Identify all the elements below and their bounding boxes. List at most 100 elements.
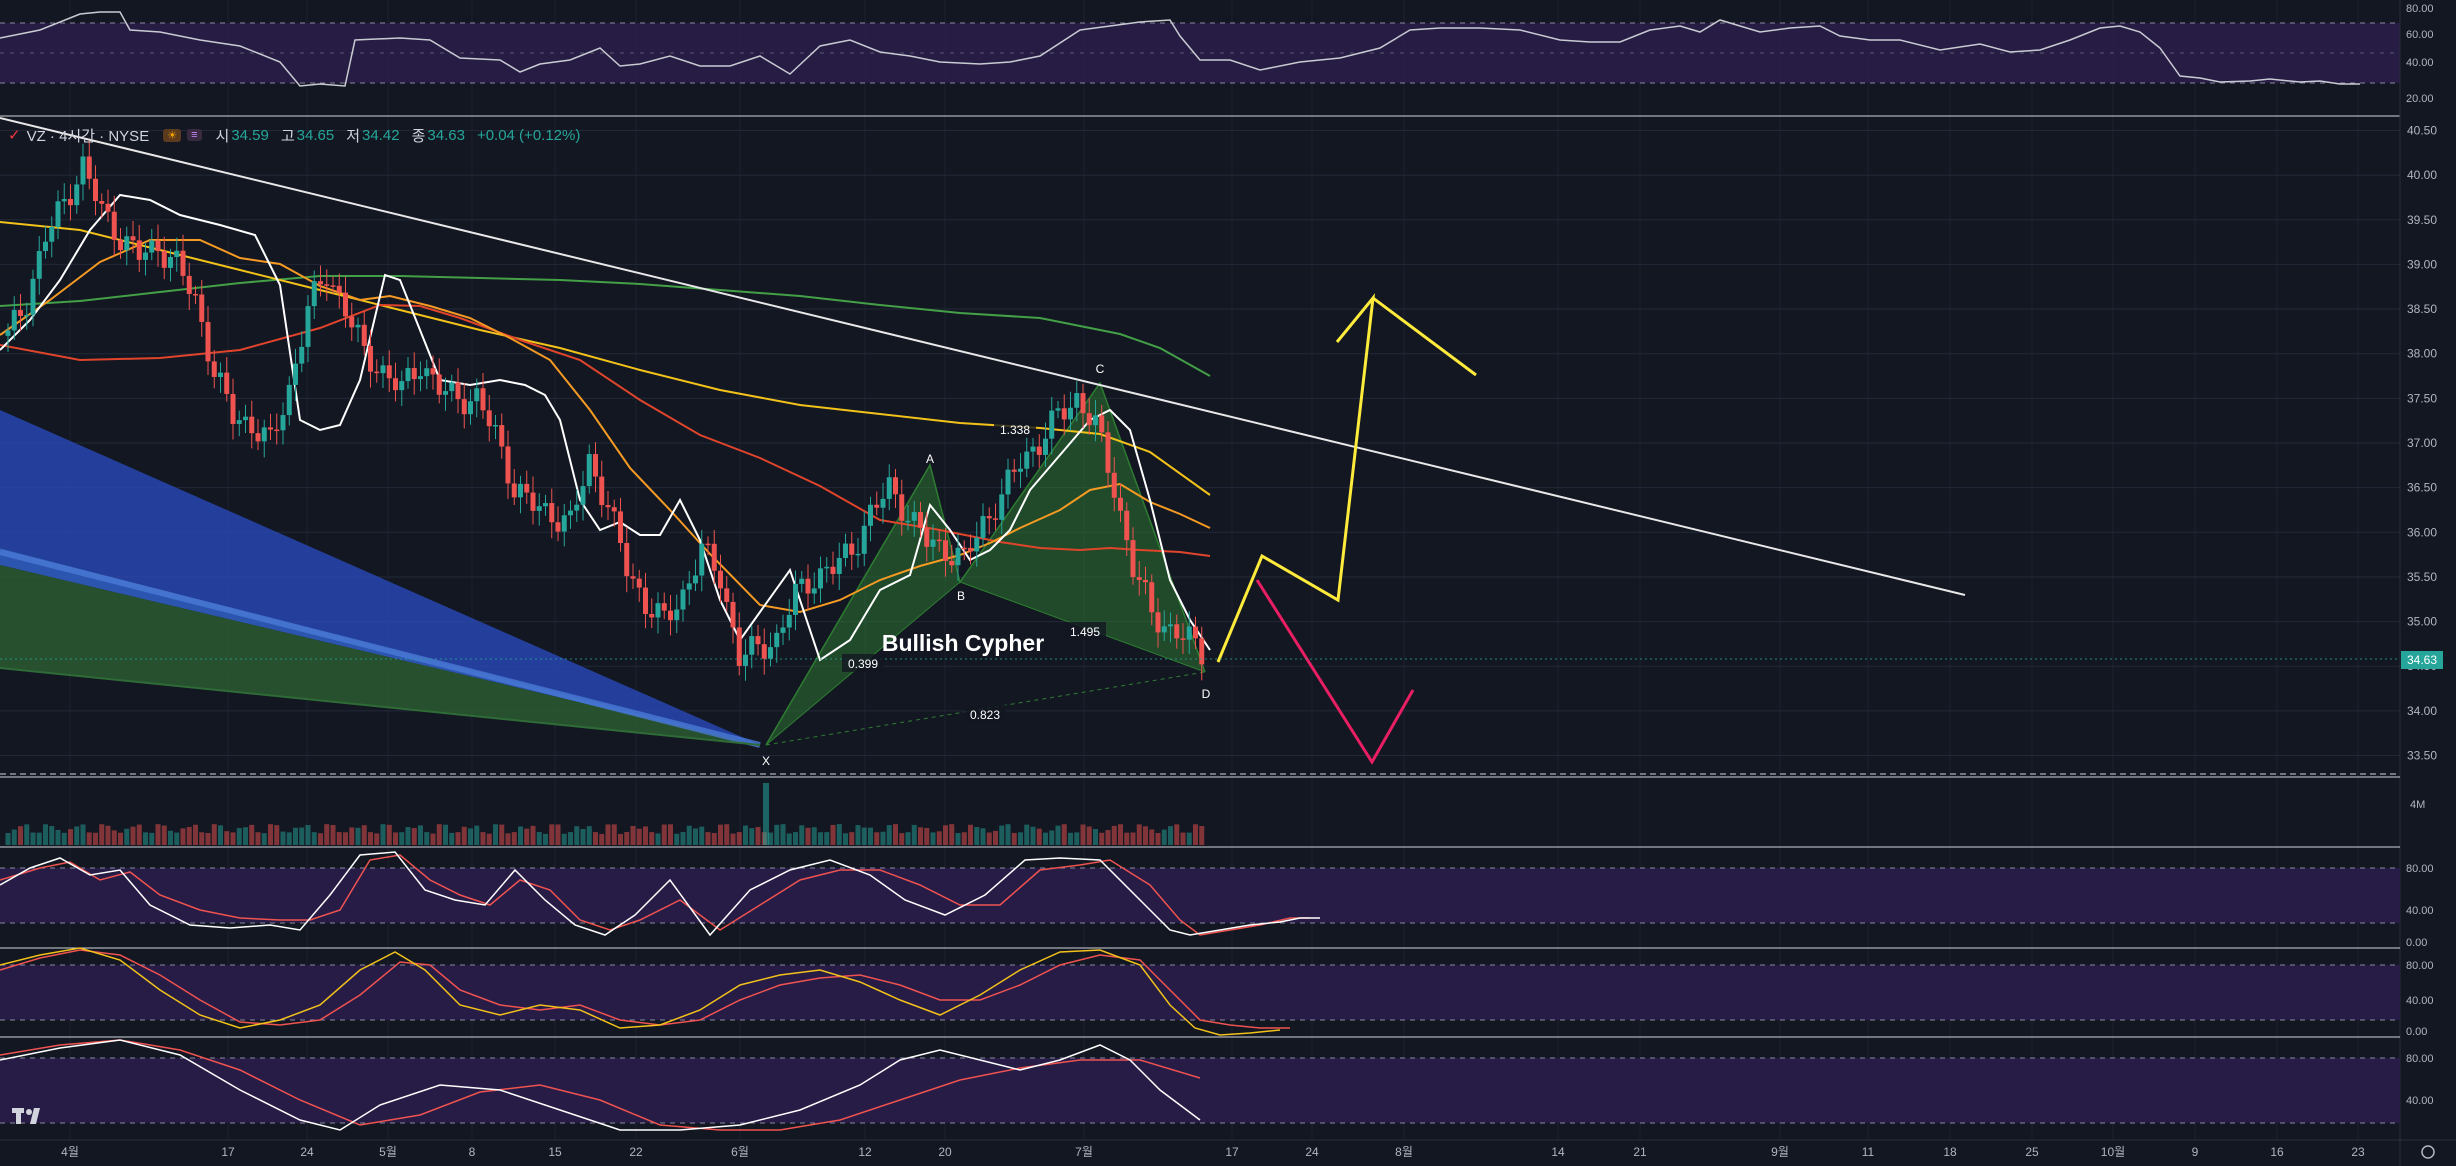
sun-icon[interactable]: ☀ (163, 128, 182, 142)
volume-bar (418, 825, 423, 845)
candle-body (155, 240, 161, 252)
candle-body (568, 510, 573, 516)
volume-bar (1143, 826, 1148, 845)
candle-body (1180, 638, 1186, 640)
time-tick: 10월 (2101, 1145, 2125, 1159)
volume-bar (286, 832, 292, 845)
low-value: 34.42 (362, 126, 400, 144)
candle-body (886, 477, 892, 499)
candle-body (293, 363, 298, 385)
volume-bar (280, 831, 286, 845)
candle-body (68, 198, 73, 206)
candle-body (143, 252, 148, 260)
time-tick: 20 (938, 1145, 952, 1159)
candle-body (1074, 393, 1080, 408)
candle-body (349, 316, 355, 328)
candle-body (580, 486, 586, 505)
ratio-xb: 0.399 (848, 657, 878, 671)
settings-icon[interactable] (2421, 1145, 2435, 1159)
candle-body (743, 654, 748, 666)
volume-bar (949, 824, 955, 845)
time-tick: 24 (300, 1145, 314, 1159)
candle-body (1161, 626, 1167, 633)
volume-bar (211, 824, 217, 845)
candle-body (636, 578, 642, 588)
volume-bar (161, 825, 167, 845)
volume-bar (774, 824, 780, 845)
high-label: 고 (280, 127, 295, 145)
candle-body (193, 293, 198, 296)
volume-bar (618, 833, 623, 845)
tradingview-logo-icon[interactable] (12, 1106, 50, 1128)
candle-body (436, 374, 442, 395)
candle-body (786, 614, 792, 628)
candle-body (149, 240, 155, 253)
volume-bar (318, 833, 323, 845)
price-tick: 37.50 (2407, 391, 2437, 405)
volume-bar (636, 828, 642, 845)
volume-bar (193, 824, 198, 845)
volume-bar (543, 833, 548, 845)
candle-body (105, 203, 111, 212)
candle-body (136, 240, 142, 260)
candle-body (543, 503, 548, 507)
oscillator-1-panel (0, 851, 2400, 949)
candle-body (899, 494, 905, 521)
volume-bar (436, 824, 442, 845)
volume-bar (468, 828, 473, 845)
candle-body (43, 241, 48, 252)
candles (5, 140, 1205, 681)
time-tick: 14 (1551, 1145, 1565, 1159)
volume-bar (74, 826, 80, 845)
candle-body (824, 566, 830, 569)
volume-bar (168, 830, 173, 845)
candle-body (1143, 579, 1148, 583)
menu-icon[interactable]: ≡ (187, 129, 202, 141)
candle-body (449, 382, 455, 392)
candle-body (324, 284, 330, 286)
trendline[interactable] (0, 117, 1966, 596)
volume-bar (1168, 826, 1173, 845)
volume-bar (305, 825, 311, 845)
candle-body (755, 636, 761, 645)
volume-bar (1055, 825, 1061, 845)
volume-bar (911, 824, 917, 845)
candle-body (1061, 408, 1067, 420)
candle-body (211, 361, 217, 377)
volume-bar (868, 827, 873, 845)
volume-bar (836, 824, 842, 845)
volume-bar (18, 826, 23, 845)
volume-bar (780, 824, 786, 845)
candle-body (1186, 626, 1192, 640)
volume-bar (1036, 828, 1042, 845)
volume-bar (980, 828, 986, 845)
volume-bar (968, 824, 973, 845)
volume-bar (443, 824, 448, 845)
candle-body (661, 603, 667, 611)
volume-bar (705, 832, 711, 845)
symbol-name[interactable]: VZ · 4시간 · NYSE (26, 127, 150, 145)
volume-bar (499, 824, 505, 845)
volume-bar (824, 832, 830, 845)
candle-body (611, 507, 617, 512)
volume-bar (668, 824, 673, 845)
candle-body (118, 239, 123, 251)
candle-body (893, 477, 898, 495)
candle-body (761, 644, 767, 659)
candle-body (124, 236, 130, 251)
volume-bar (30, 832, 36, 845)
volume-bar (493, 824, 498, 845)
volume-bar (718, 824, 723, 845)
candle-body (980, 516, 986, 538)
candle-body (355, 324, 361, 328)
volume-bar (924, 827, 930, 845)
volume-bar (230, 832, 236, 845)
forecast-up-path[interactable] (1216, 293, 1477, 663)
candle-body (80, 156, 86, 185)
pattern-point-c: C (1096, 362, 1105, 376)
candle-body (693, 575, 698, 584)
candle-body (924, 527, 930, 547)
forecast-down-path[interactable] (1255, 579, 1415, 765)
